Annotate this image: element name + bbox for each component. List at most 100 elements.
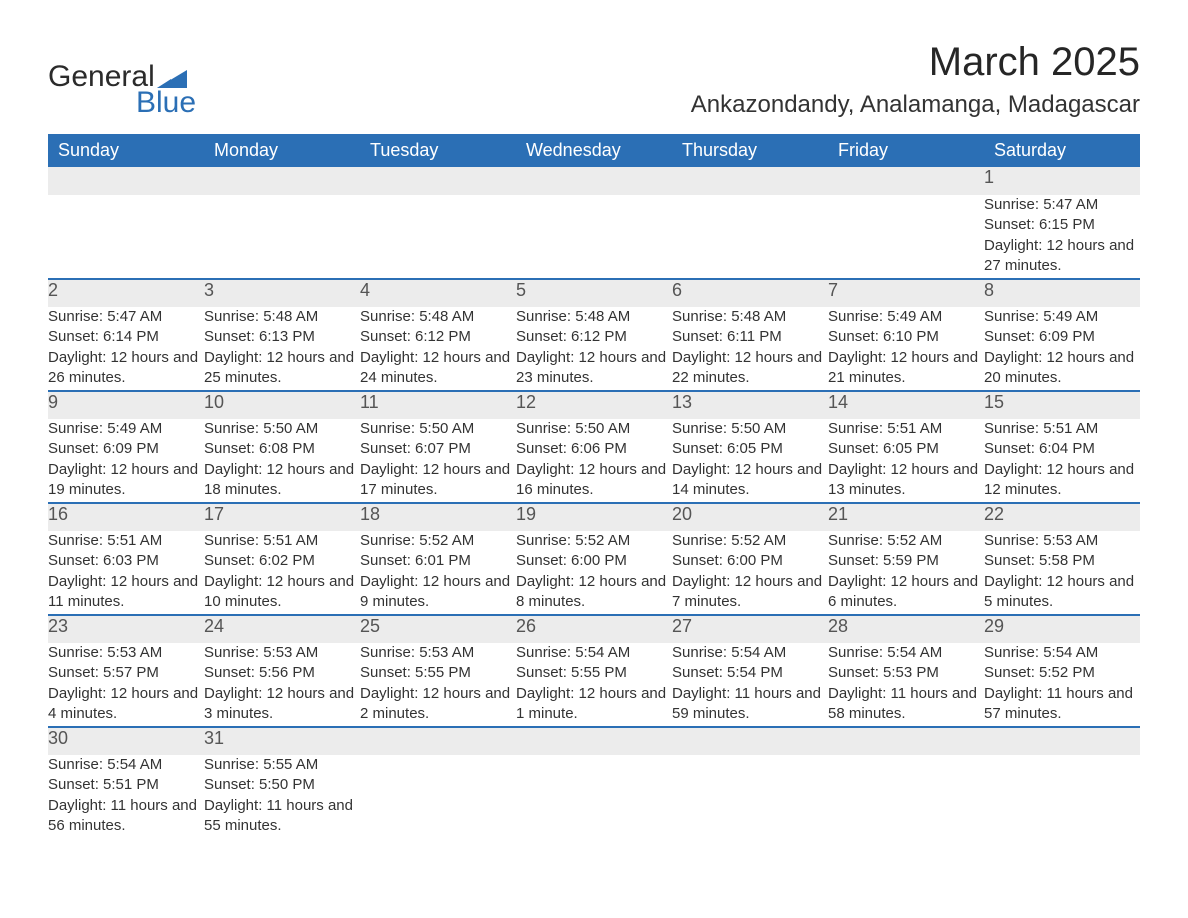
day-number-cell: 7 bbox=[828, 279, 984, 307]
day-number-cell: 21 bbox=[828, 503, 984, 531]
day-detail-line: Sunset: 5:56 PM bbox=[204, 663, 360, 683]
day-number-row: 1 bbox=[48, 167, 1140, 195]
day-detail-line: Daylight: 11 hours and 56 minutes. bbox=[48, 796, 204, 837]
day-detail-line: Sunset: 6:08 PM bbox=[204, 439, 360, 459]
day-detail-line: Sunrise: 5:50 AM bbox=[672, 419, 828, 439]
day-detail-line: Daylight: 12 hours and 23 minutes. bbox=[516, 348, 672, 389]
day-detail-cell bbox=[672, 195, 828, 279]
day-detail-line: Sunrise: 5:50 AM bbox=[204, 419, 360, 439]
day-detail-line: Sunrise: 5:54 AM bbox=[672, 643, 828, 663]
day-detail-cell: Sunrise: 5:51 AMSunset: 6:05 PMDaylight:… bbox=[828, 419, 984, 503]
day-detail-line: Sunrise: 5:51 AM bbox=[984, 419, 1140, 439]
day-number-cell: 25 bbox=[360, 615, 516, 643]
day-number-cell: 18 bbox=[360, 503, 516, 531]
day-detail-line: Sunset: 6:07 PM bbox=[360, 439, 516, 459]
day-detail-line: Sunset: 6:09 PM bbox=[984, 327, 1140, 347]
day-number-cell: 31 bbox=[204, 727, 360, 755]
day-detail-line: Sunrise: 5:50 AM bbox=[360, 419, 516, 439]
day-header: Tuesday bbox=[360, 134, 516, 167]
day-detail-line: Sunset: 5:57 PM bbox=[48, 663, 204, 683]
day-number-cell: 12 bbox=[516, 391, 672, 419]
day-detail-row: Sunrise: 5:51 AMSunset: 6:03 PMDaylight:… bbox=[48, 531, 1140, 615]
day-number-cell: 13 bbox=[672, 391, 828, 419]
day-detail-line: Sunrise: 5:54 AM bbox=[516, 643, 672, 663]
day-detail-cell: Sunrise: 5:54 AMSunset: 5:52 PMDaylight:… bbox=[984, 643, 1140, 727]
day-detail-cell bbox=[204, 195, 360, 279]
day-detail-cell bbox=[672, 755, 828, 839]
day-detail-line: Sunset: 5:52 PM bbox=[984, 663, 1140, 683]
day-detail-line: Sunset: 6:15 PM bbox=[984, 215, 1140, 235]
day-detail-line: Sunset: 5:58 PM bbox=[984, 551, 1140, 571]
day-detail-line: Daylight: 11 hours and 58 minutes. bbox=[828, 684, 984, 725]
calendar-table: Sunday Monday Tuesday Wednesday Thursday… bbox=[48, 134, 1140, 839]
day-number-cell: 9 bbox=[48, 391, 204, 419]
day-detail-line: Sunset: 6:09 PM bbox=[48, 439, 204, 459]
day-detail-line: Sunset: 6:05 PM bbox=[828, 439, 984, 459]
day-detail-cell: Sunrise: 5:52 AMSunset: 6:01 PMDaylight:… bbox=[360, 531, 516, 615]
day-number-row: 9101112131415 bbox=[48, 391, 1140, 419]
day-detail-cell bbox=[516, 195, 672, 279]
day-number-cell: 15 bbox=[984, 391, 1140, 419]
day-detail-cell: Sunrise: 5:50 AMSunset: 6:06 PMDaylight:… bbox=[516, 419, 672, 503]
day-detail-line: Sunrise: 5:47 AM bbox=[48, 307, 204, 327]
day-detail-line: Daylight: 12 hours and 4 minutes. bbox=[48, 684, 204, 725]
day-detail-line: Daylight: 12 hours and 9 minutes. bbox=[360, 572, 516, 613]
day-detail-line: Sunset: 5:53 PM bbox=[828, 663, 984, 683]
day-number-row: 3031 bbox=[48, 727, 1140, 755]
day-detail-line: Sunrise: 5:48 AM bbox=[516, 307, 672, 327]
day-number-cell: 6 bbox=[672, 279, 828, 307]
day-detail-cell: Sunrise: 5:53 AMSunset: 5:55 PMDaylight:… bbox=[360, 643, 516, 727]
day-detail-cell: Sunrise: 5:51 AMSunset: 6:04 PMDaylight:… bbox=[984, 419, 1140, 503]
location-subtitle: Ankazondandy, Analamanga, Madagascar bbox=[691, 91, 1140, 119]
day-detail-cell bbox=[828, 195, 984, 279]
day-detail-line: Daylight: 12 hours and 12 minutes. bbox=[984, 460, 1140, 501]
day-detail-line: Sunrise: 5:53 AM bbox=[204, 643, 360, 663]
day-detail-line: Daylight: 11 hours and 57 minutes. bbox=[984, 684, 1140, 725]
day-detail-line: Sunrise: 5:52 AM bbox=[360, 531, 516, 551]
day-number-cell: 23 bbox=[48, 615, 204, 643]
day-detail-line: Sunrise: 5:53 AM bbox=[984, 531, 1140, 551]
day-detail-line: Daylight: 12 hours and 22 minutes. bbox=[672, 348, 828, 389]
day-detail-line: Daylight: 12 hours and 10 minutes. bbox=[204, 572, 360, 613]
day-detail-line: Daylight: 12 hours and 19 minutes. bbox=[48, 460, 204, 501]
day-detail-line: Sunset: 6:00 PM bbox=[672, 551, 828, 571]
day-detail-line: Daylight: 12 hours and 27 minutes. bbox=[984, 236, 1140, 277]
day-detail-cell: Sunrise: 5:50 AMSunset: 6:07 PMDaylight:… bbox=[360, 419, 516, 503]
day-detail-cell: Sunrise: 5:48 AMSunset: 6:12 PMDaylight:… bbox=[360, 307, 516, 391]
day-detail-cell: Sunrise: 5:48 AMSunset: 6:13 PMDaylight:… bbox=[204, 307, 360, 391]
day-detail-line: Daylight: 12 hours and 1 minute. bbox=[516, 684, 672, 725]
day-detail-line: Sunrise: 5:53 AM bbox=[48, 643, 204, 663]
day-detail-line: Daylight: 12 hours and 11 minutes. bbox=[48, 572, 204, 613]
day-detail-row: Sunrise: 5:54 AMSunset: 5:51 PMDaylight:… bbox=[48, 755, 1140, 839]
day-detail-cell: Sunrise: 5:53 AMSunset: 5:58 PMDaylight:… bbox=[984, 531, 1140, 615]
day-detail-line: Daylight: 12 hours and 8 minutes. bbox=[516, 572, 672, 613]
day-header: Saturday bbox=[984, 134, 1140, 167]
day-detail-line: Daylight: 12 hours and 26 minutes. bbox=[48, 348, 204, 389]
day-detail-cell: Sunrise: 5:49 AMSunset: 6:10 PMDaylight:… bbox=[828, 307, 984, 391]
day-number-cell: 24 bbox=[204, 615, 360, 643]
day-detail-cell: Sunrise: 5:55 AMSunset: 5:50 PMDaylight:… bbox=[204, 755, 360, 839]
day-number-cell: 8 bbox=[984, 279, 1140, 307]
day-detail-line: Sunset: 6:00 PM bbox=[516, 551, 672, 571]
day-detail-line: Sunrise: 5:53 AM bbox=[360, 643, 516, 663]
day-number-row: 23242526272829 bbox=[48, 615, 1140, 643]
day-number-cell bbox=[828, 727, 984, 755]
day-detail-cell: Sunrise: 5:54 AMSunset: 5:51 PMDaylight:… bbox=[48, 755, 204, 839]
day-detail-line: Daylight: 12 hours and 3 minutes. bbox=[204, 684, 360, 725]
day-number-cell: 17 bbox=[204, 503, 360, 531]
day-detail-line: Daylight: 12 hours and 6 minutes. bbox=[828, 572, 984, 613]
day-detail-cell: Sunrise: 5:54 AMSunset: 5:53 PMDaylight:… bbox=[828, 643, 984, 727]
day-detail-line: Sunset: 5:59 PM bbox=[828, 551, 984, 571]
day-number-cell bbox=[204, 167, 360, 195]
day-detail-line: Daylight: 12 hours and 20 minutes. bbox=[984, 348, 1140, 389]
day-detail-line: Sunrise: 5:48 AM bbox=[672, 307, 828, 327]
day-detail-line: Sunrise: 5:52 AM bbox=[516, 531, 672, 551]
day-detail-line: Sunrise: 5:51 AM bbox=[48, 531, 204, 551]
day-number-cell: 14 bbox=[828, 391, 984, 419]
day-detail-line: Daylight: 12 hours and 5 minutes. bbox=[984, 572, 1140, 613]
day-detail-line: Sunset: 6:10 PM bbox=[828, 327, 984, 347]
day-detail-line: Sunrise: 5:49 AM bbox=[828, 307, 984, 327]
day-detail-cell bbox=[360, 195, 516, 279]
day-detail-line: Sunset: 6:02 PM bbox=[204, 551, 360, 571]
day-number-row: 2345678 bbox=[48, 279, 1140, 307]
